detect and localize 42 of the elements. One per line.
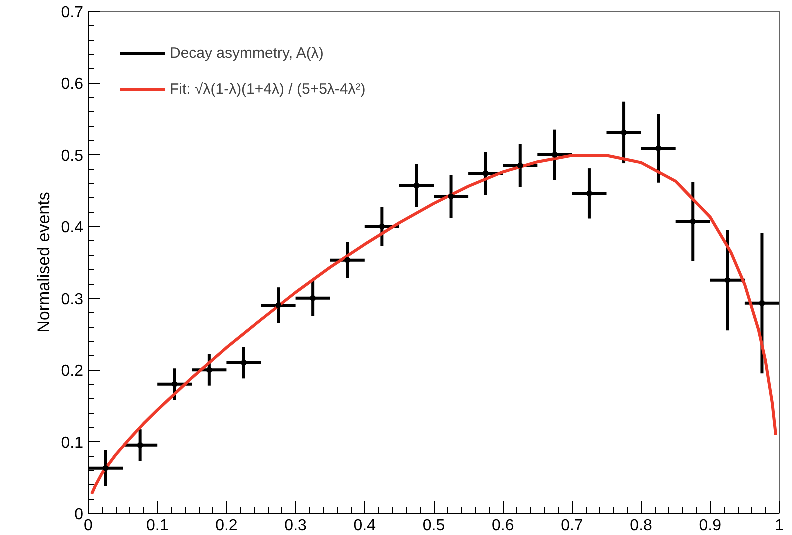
x-tick-label: 0.9 [699, 518, 722, 534]
y-tick-label: 0.6 [61, 76, 84, 94]
point [344, 257, 351, 264]
y-axis-title: Normalised events [34, 192, 54, 333]
point [206, 367, 212, 374]
point [448, 194, 454, 200]
point [137, 442, 144, 448]
x-tick-label: 0.5 [422, 518, 446, 534]
point [552, 152, 558, 158]
legend-label: Fit: √λ(1-λ)(1+4λ) / (5+5λ-4λ²) [170, 80, 366, 98]
x-tick-label: 0.2 [216, 518, 238, 534]
x-tick-label: 0.7 [561, 518, 584, 534]
y-tick-label: 0.3 [61, 291, 84, 308]
point [690, 218, 696, 225]
x-tick-label: 0.8 [630, 518, 653, 534]
point [379, 224, 386, 230]
point [586, 190, 592, 197]
y-tick-label: 0.2 [61, 363, 84, 380]
point [724, 277, 731, 284]
point [102, 465, 109, 472]
point [310, 295, 316, 302]
x-tick-label: 0.4 [354, 518, 376, 534]
point [172, 381, 178, 388]
x-tick-label: 0.1 [146, 518, 169, 534]
y-tick-label: 0.7 [61, 4, 84, 22]
point [276, 302, 282, 309]
y-tick-label: 0.5 [61, 148, 84, 165]
point [517, 162, 524, 169]
x-tick-label: 1 [775, 518, 784, 534]
y-tick-label: 0.4 [61, 220, 84, 237]
point [621, 130, 628, 136]
x-tick-label: 0.3 [284, 518, 308, 534]
x-tick-label: 0.6 [492, 518, 514, 534]
point [482, 170, 489, 177]
point [656, 145, 662, 152]
point [414, 182, 420, 189]
line-series [90, 154, 778, 496]
point [759, 300, 766, 306]
legend-label: Decay asymmetry, A(λ) [170, 44, 324, 62]
y-tick-label: 0 [74, 506, 84, 524]
y-tick-label: 0.1 [61, 434, 84, 452]
point [240, 360, 247, 366]
